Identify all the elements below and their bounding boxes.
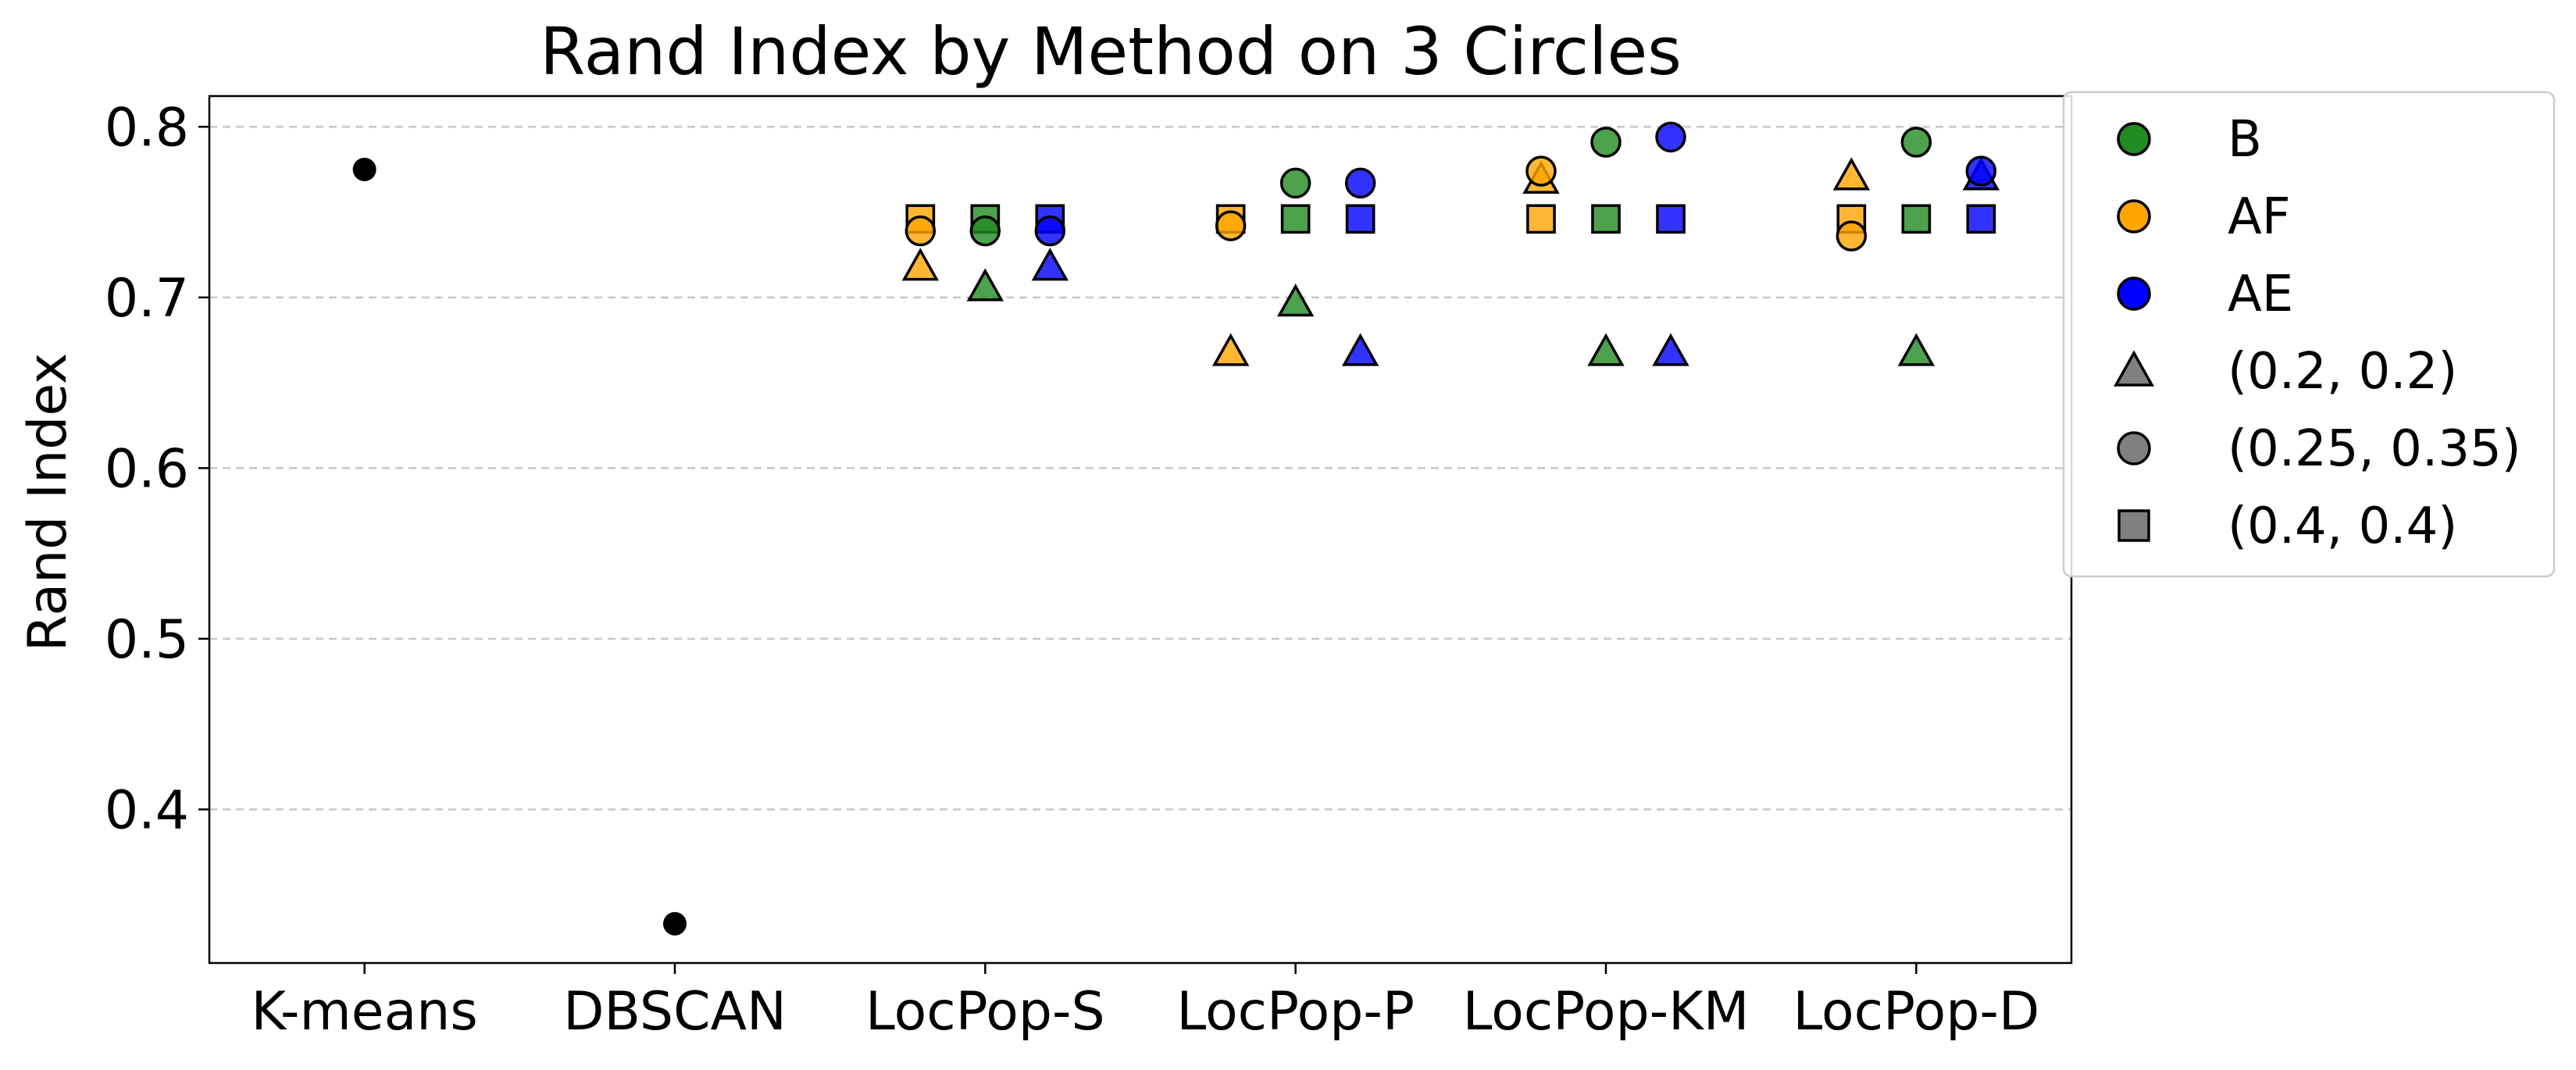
legend-label: (0.25, 0.35) [2228,420,2521,478]
data-point-af-triangle [1211,333,1250,366]
legend-marker-circle [2117,122,2151,156]
data-point-ae-circle [1344,167,1376,199]
data-point-b-triangle [966,268,1004,301]
legend-label: B [2228,111,2262,169]
data-point-b-circle [1590,127,1622,158]
x-tick-label: K-means [252,981,478,1043]
data-point-ae-triangle [1031,248,1069,281]
data-point-af-circle [1215,210,1247,241]
data-point-af-triangle [901,248,940,281]
data-point-ae-square [1345,204,1375,234]
data-point-b-circle [1900,127,1932,158]
data-point-b-square [1591,204,1621,234]
data-point-b-triangle [1587,333,1625,366]
data-point-b-circle [1279,167,1311,199]
y-axis: 0.4 0.5 0.6 0.7 0.8 [105,97,209,841]
data-point-af-circle [1836,220,1868,251]
baseline-point [352,157,376,181]
data-point-ae-square [1656,204,1686,234]
chart-title: Rand Index by Method on 3 Circles [540,13,1682,90]
data-point-b-square [1280,204,1311,234]
legend-marker-square [2118,509,2150,542]
y-tick-label: 0.8 [105,97,189,159]
x-tick-label: LocPop-P [1176,981,1415,1043]
data-point-af-circle [904,215,937,247]
data-point-b-circle [969,215,1001,247]
data-point-ae-circle [1034,215,1066,247]
x-tick-label: LocPop-S [865,981,1105,1043]
data-point-af-triangle [1832,157,1871,191]
data-point-ae-circle [1965,155,1997,187]
legend-marker-circle [2117,199,2151,234]
y-tick-label: 0.5 [105,609,189,671]
legend-marker-circle [2117,431,2151,465]
data-point-b-square [1901,204,1932,234]
data-point-af-circle [1525,155,1557,187]
y-tick-label: 0.7 [105,268,189,330]
data-point-ae-triangle [1341,333,1379,366]
grid-lines [209,126,2071,811]
data-point-ae-circle [1655,121,1686,153]
legend-label: AF [2228,188,2291,246]
data-point-b-triangle [1276,284,1315,317]
data-points [352,121,2000,936]
data-point-ae-square [1966,204,1996,234]
legend-box [2062,91,2556,578]
x-tick-label: LocPop-KM [1463,981,1750,1043]
plot-frame [208,95,2073,965]
y-tick-label: 0.6 [105,438,189,500]
y-tick-label: 0.4 [105,779,189,841]
data-point-af-square [1526,204,1556,234]
x-tick-label: DBSCAN [563,981,787,1043]
legend: B AF AE (0.2, 0.2) (0.25, 0.35) (0.4, 0.4) [2062,91,2556,578]
baseline-point [663,911,687,936]
legend-marker-triangle [2114,350,2154,387]
legend-marker-circle [2117,276,2151,311]
y-axis-label: Rand Index [17,353,79,652]
data-point-ae-triangle [1652,333,1689,366]
legend-label: AE [2228,266,2293,323]
data-point-b-triangle [1897,333,1936,366]
x-tick-label: LocPop-D [1793,981,2039,1043]
legend-label: (0.4, 0.4) [2228,498,2457,555]
legend-label: (0.2, 0.2) [2228,343,2457,401]
x-axis: K-means DBSCAN LocPop-S LocPop-P LocPop-KM Lo… [252,963,2039,1043]
